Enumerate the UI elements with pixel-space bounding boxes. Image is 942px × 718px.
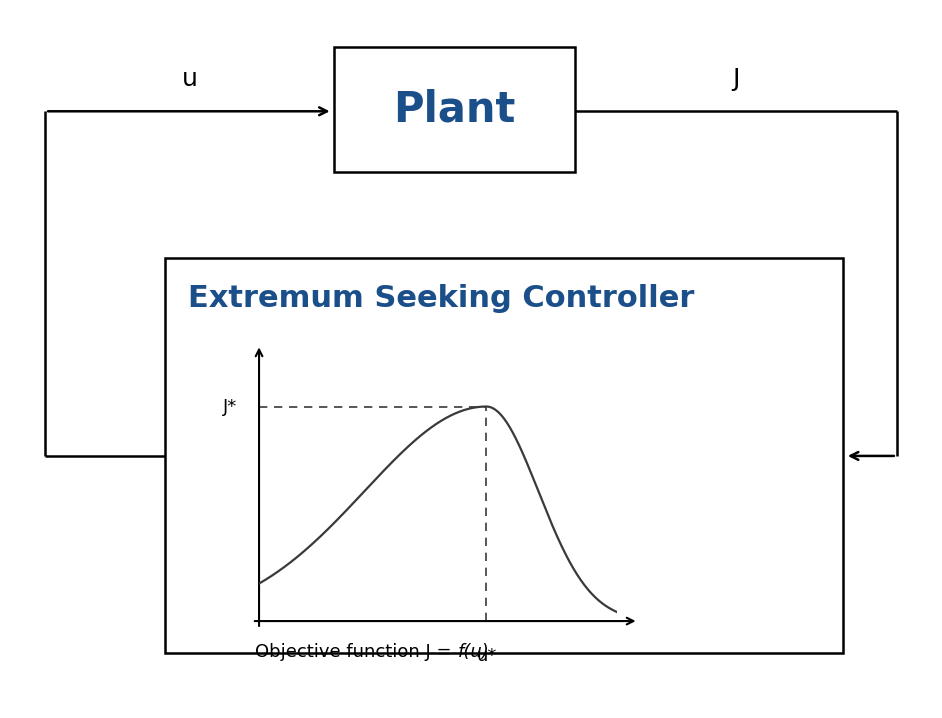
- Text: Objective function J =: Objective function J =: [254, 643, 457, 661]
- Text: J: J: [732, 67, 739, 91]
- Bar: [334, 47, 575, 172]
- Bar: [165, 258, 843, 653]
- Text: Plant: Plant: [394, 88, 515, 131]
- Text: u*: u*: [476, 647, 496, 665]
- Text: f(u): f(u): [458, 643, 490, 661]
- Text: u: u: [182, 67, 198, 91]
- Text: Extremum Seeking Controller: Extremum Seeking Controller: [188, 284, 695, 312]
- Text: J*: J*: [223, 398, 237, 416]
